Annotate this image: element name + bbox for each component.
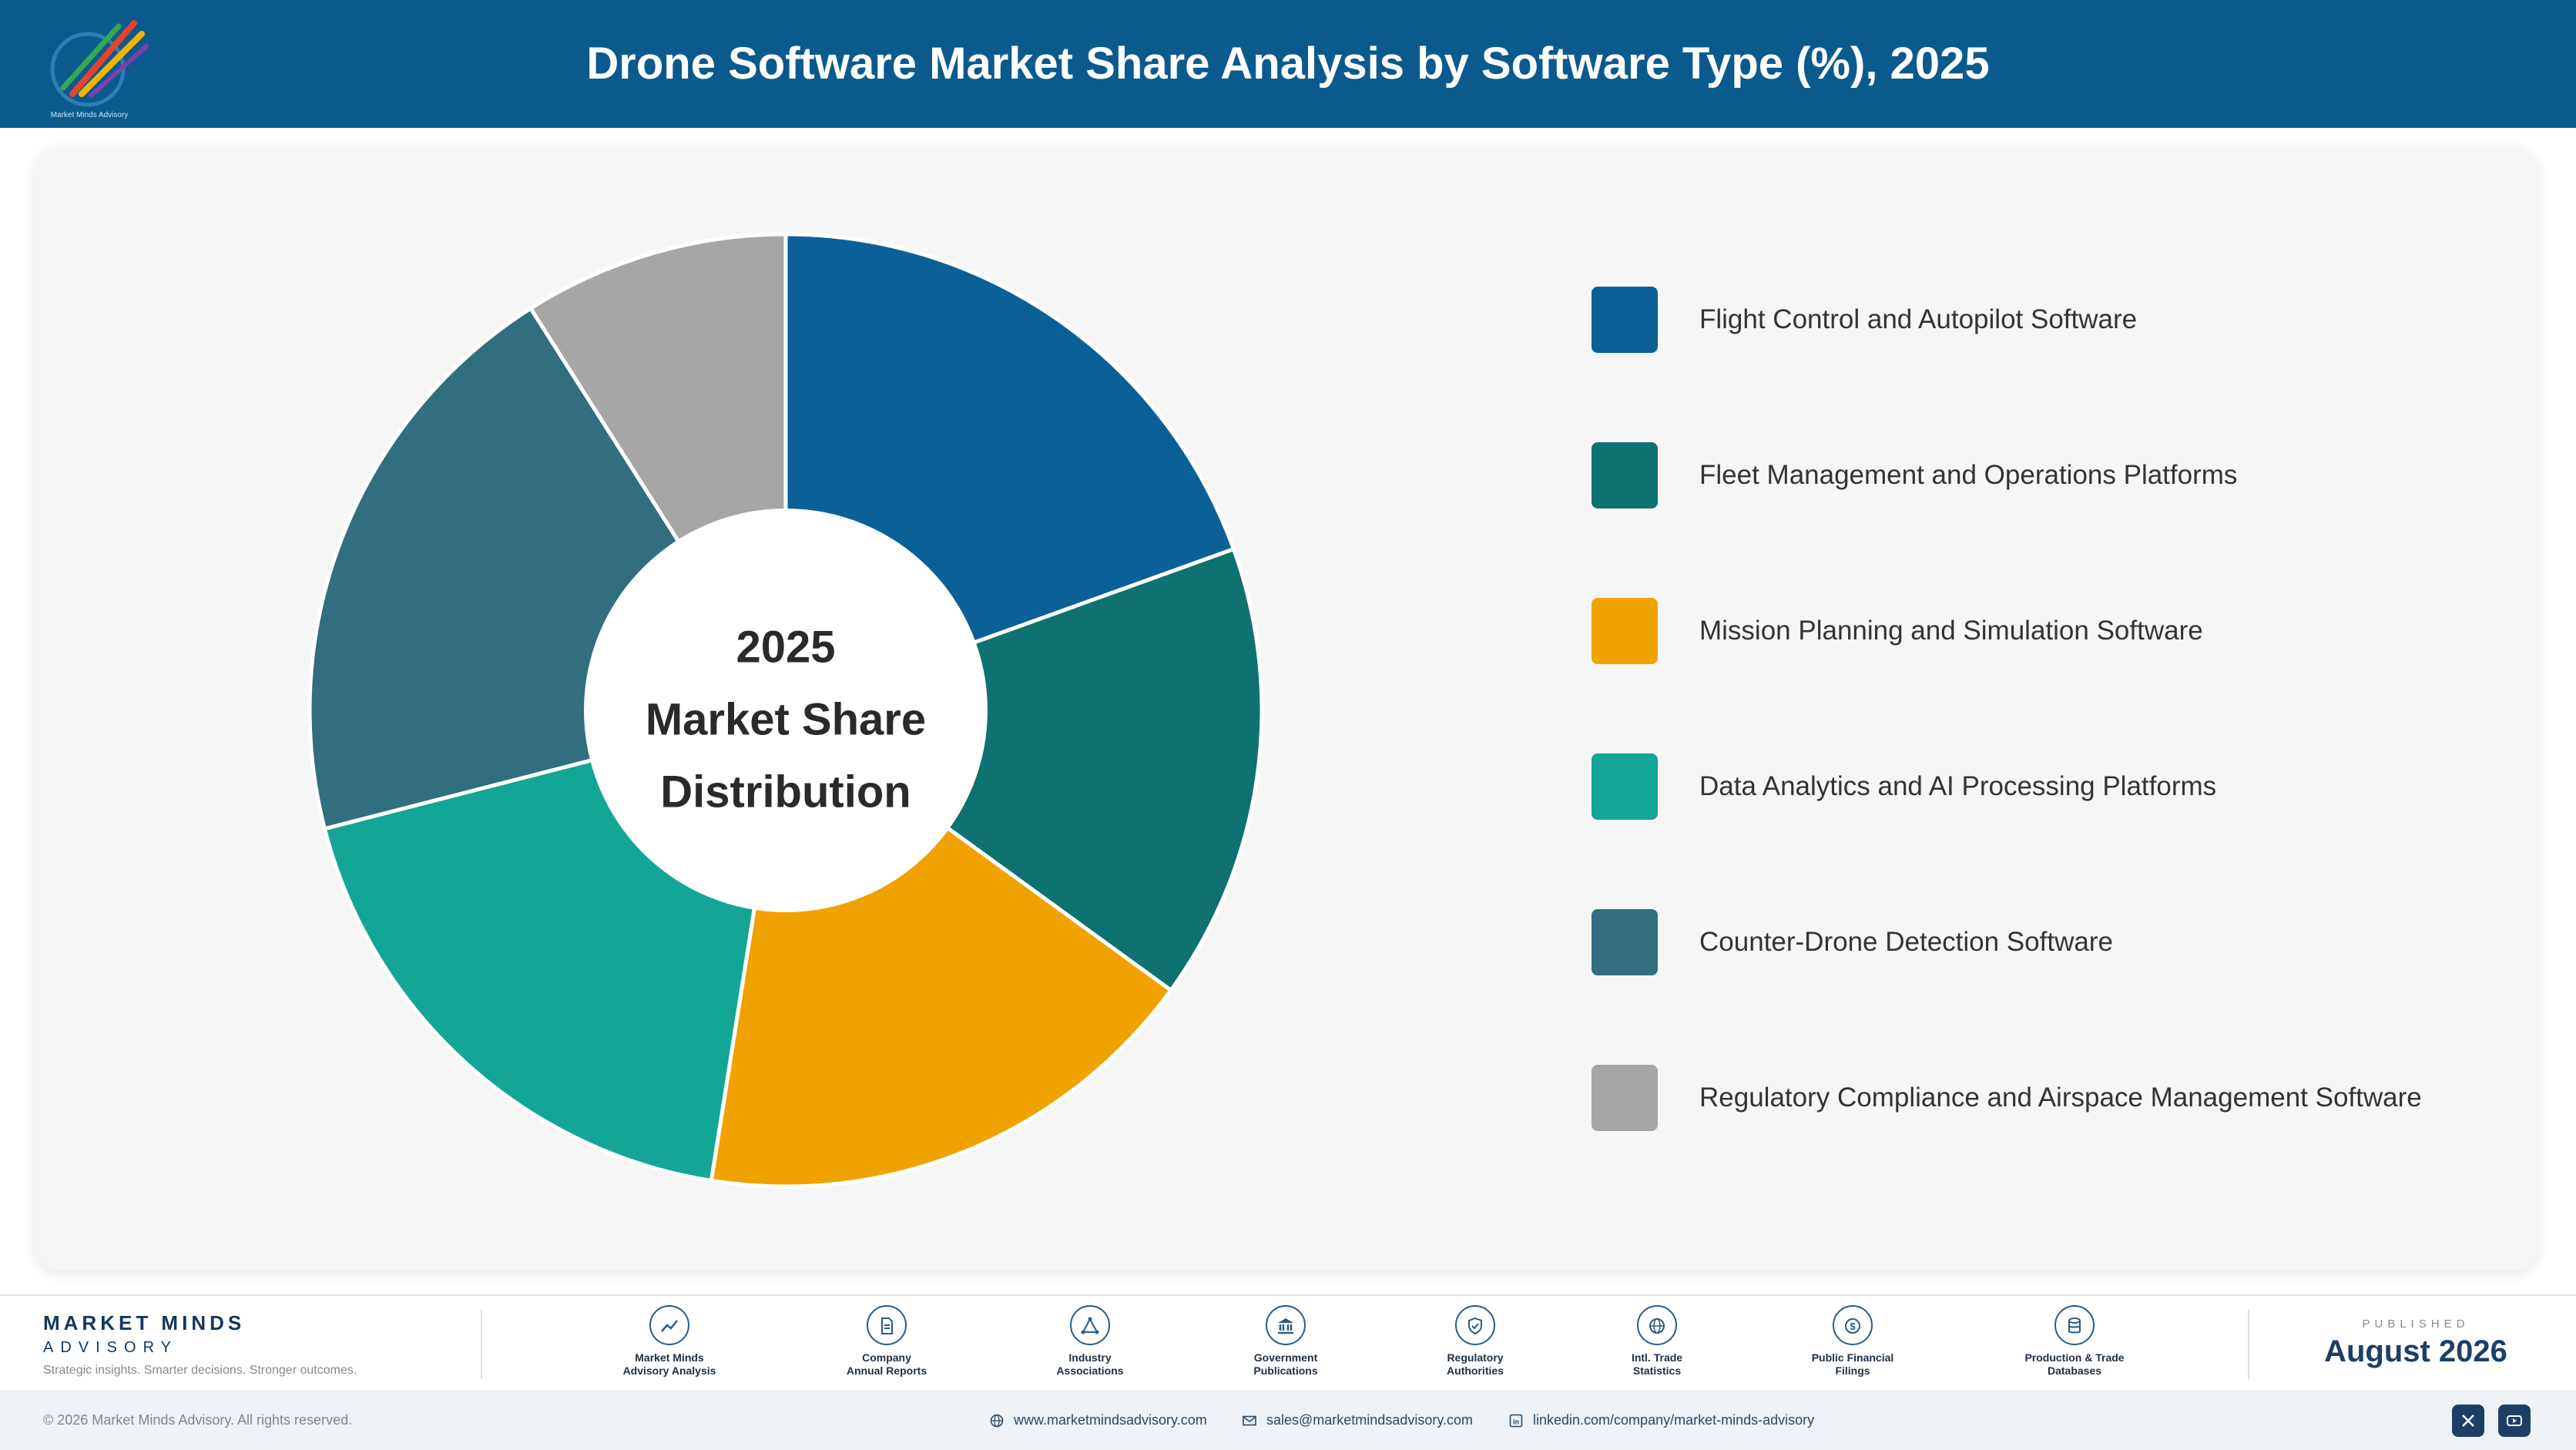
header-bar: Market Minds Advisory Drone Software Mar… xyxy=(0,0,2576,128)
legend-label: Regulatory Compliance and Airspace Manag… xyxy=(1699,1082,2422,1113)
email-text: sales@marketmindsadvisory.com xyxy=(1266,1412,1474,1428)
source-item[interactable]: Regulatory Authorities xyxy=(1398,1305,1552,1378)
legend-swatch xyxy=(1592,442,1658,509)
legend-item[interactable]: Flight Control and Autopilot Software xyxy=(1592,287,2516,353)
center-label-year: 2025 xyxy=(736,622,835,672)
page-title: Drone Software Market Share Analysis by … xyxy=(586,39,1990,89)
divider xyxy=(2248,1310,2249,1379)
bottom-bar: © 2026 Market Minds Advisory. All rights… xyxy=(0,1390,2576,1450)
svg-text:in: in xyxy=(1513,1418,1519,1426)
source-label: Industry Associations xyxy=(1056,1351,1124,1377)
dollar-icon: $ xyxy=(1833,1305,1873,1345)
globe-icon xyxy=(1637,1305,1677,1345)
legend-item[interactable]: Mission Planning and Simulation Software xyxy=(1592,598,2516,664)
source-label: Company Annual Reports xyxy=(846,1351,927,1377)
globe-icon xyxy=(990,1414,1004,1428)
source-label: Production & Trade Databases xyxy=(2024,1351,2125,1377)
legend-item[interactable]: Data Analytics and AI Processing Platfor… xyxy=(1592,754,2516,820)
source-item[interactable]: Government Publications xyxy=(1209,1305,1363,1378)
legend-label: Data Analytics and AI Processing Platfor… xyxy=(1699,771,2217,801)
source-item[interactable]: $ Public Financial Filings xyxy=(1776,1305,1930,1378)
legend-item[interactable]: Counter-Drone Detection Software xyxy=(1592,909,2516,975)
brand-tagline: Strategic insights. Smarter decisions. S… xyxy=(43,1364,357,1377)
source-label: Government Publications xyxy=(1253,1351,1318,1377)
donut-hole xyxy=(584,509,988,912)
source-item[interactable]: Company Annual Reports xyxy=(810,1305,964,1378)
email-link[interactable]: sales@marketmindsadvisory.com xyxy=(1242,1390,1473,1450)
legend-item[interactable]: Regulatory Compliance and Airspace Manag… xyxy=(1592,1065,2516,1131)
legend-swatch xyxy=(1592,598,1658,664)
donut-chart: 2025 Market Share Distribution xyxy=(307,232,1264,1189)
legend-swatch xyxy=(1592,287,1658,353)
svg-text:$: $ xyxy=(1850,1321,1856,1332)
chart-card: 2025 Market Share Distribution Flight Co… xyxy=(35,148,2537,1270)
legend-label: Mission Planning and Simulation Software xyxy=(1699,616,2203,646)
brand-name: MARKET MINDS xyxy=(43,1311,246,1334)
source-item[interactable]: Intl. Trade Statistics xyxy=(1580,1305,1734,1378)
legend-swatch xyxy=(1592,1065,1658,1131)
database-icon xyxy=(2054,1305,2095,1345)
source-label: Market Minds Advisory Analysis xyxy=(622,1351,716,1377)
source-item[interactable]: Industry Associations xyxy=(1013,1305,1167,1378)
source-label: Public Financial Filings xyxy=(1811,1351,1894,1377)
logo-icon: Market Minds Advisory xyxy=(50,20,149,119)
source-item[interactable]: Market Minds Advisory Analysis xyxy=(592,1305,746,1378)
linkedin-text: linkedin.com/company/market-minds-adviso… xyxy=(1533,1412,1815,1428)
shield-icon xyxy=(1455,1305,1495,1345)
linkedin-link[interactable]: in linkedin.com/company/market-minds-advi… xyxy=(1508,1390,1814,1450)
source-item[interactable]: Production & Trade Databases xyxy=(1997,1305,2152,1378)
footer: MARKET MINDS ADVISORY Strategic insights… xyxy=(0,1294,2576,1390)
website-link[interactable]: www.marketmindsadvisory.com xyxy=(989,1390,1207,1450)
legend-label: Fleet Management and Operations Platform… xyxy=(1699,460,2238,490)
source-label: Intl. Trade Statistics xyxy=(1631,1351,1683,1377)
center-label-line2: Market Share xyxy=(646,694,926,744)
logo-text: Market Minds Advisory xyxy=(51,111,129,119)
chart-line-icon xyxy=(649,1305,689,1345)
legend-label: Counter-Drone Detection Software xyxy=(1699,927,2113,957)
network-icon xyxy=(1070,1305,1110,1345)
x-icon[interactable] xyxy=(2452,1405,2484,1437)
divider xyxy=(481,1310,482,1379)
youtube-icon[interactable] xyxy=(2498,1405,2531,1437)
pie-slice[interactable] xyxy=(781,546,1264,993)
linkedin-icon: in xyxy=(1509,1414,1523,1428)
center-label-line3: Distribution xyxy=(660,767,911,817)
brand-sub: ADVISORY xyxy=(43,1339,178,1356)
website-text: www.marketmindsadvisory.com xyxy=(1014,1412,1207,1428)
source-label: Regulatory Authorities xyxy=(1447,1351,1504,1377)
published-date: August 2026 xyxy=(2324,1334,2507,1368)
bank-icon xyxy=(1266,1305,1306,1345)
copyright-text: © 2026 Market Minds Advisory. All rights… xyxy=(43,1412,353,1428)
legend-item[interactable]: Fleet Management and Operations Platform… xyxy=(1592,442,2516,509)
legend-label: Flight Control and Autopilot Software xyxy=(1699,304,2138,334)
published-label: PUBLISHED xyxy=(2362,1317,2470,1331)
document-icon xyxy=(867,1305,907,1345)
legend-swatch xyxy=(1592,754,1658,820)
mail-icon xyxy=(1243,1415,1256,1426)
legend-swatch xyxy=(1592,909,1658,975)
